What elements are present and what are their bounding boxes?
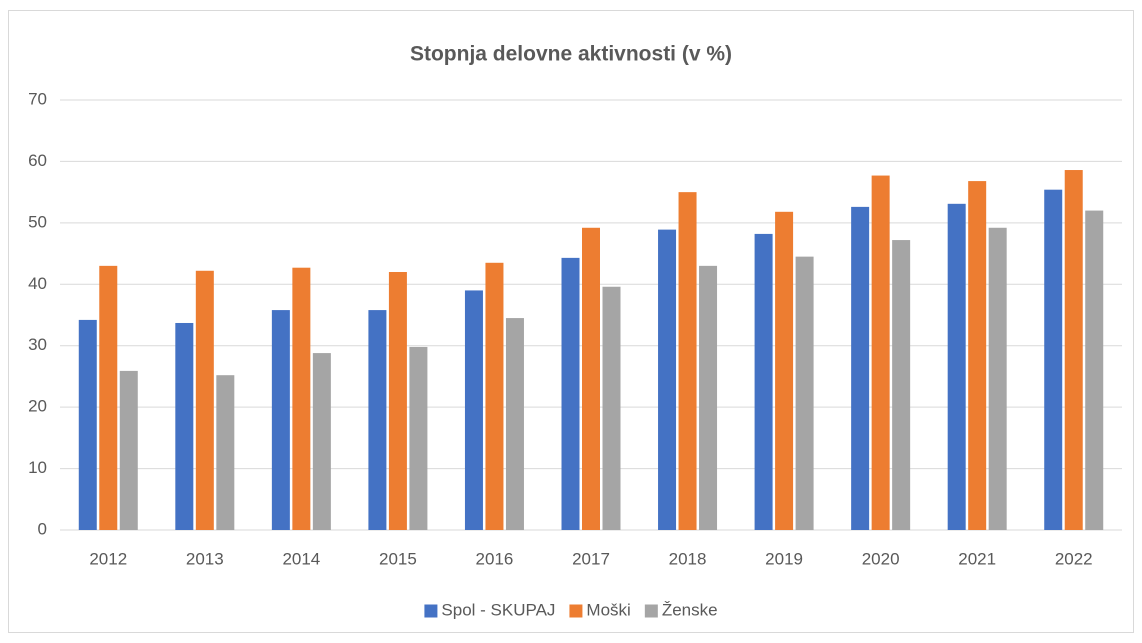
bar: [195, 270, 214, 530]
bar: [78, 319, 97, 530]
y-tick-label: 70: [28, 89, 47, 108]
bar: [119, 370, 138, 530]
x-tick-label: 2021: [958, 549, 996, 568]
bar: [851, 206, 870, 530]
legend-label: Spol - SKUPAJ: [441, 600, 555, 619]
bar: [368, 310, 387, 530]
x-tick-label: 2012: [89, 549, 127, 568]
bar: [292, 267, 311, 530]
bar: [1064, 170, 1083, 530]
bar: [795, 256, 814, 530]
bar: [409, 346, 428, 530]
x-tick-label: 2019: [765, 549, 803, 568]
bar: [582, 227, 600, 530]
x-tick-label: 2022: [1055, 549, 1093, 568]
x-tick-label: 2016: [476, 549, 514, 568]
bar: [678, 192, 697, 530]
bar: [388, 272, 407, 530]
bar: [99, 265, 118, 530]
bar: [775, 211, 794, 531]
y-tick-label: 20: [28, 397, 47, 416]
legend-swatch: [569, 604, 583, 618]
bar: [485, 262, 504, 530]
bar: [699, 265, 718, 530]
y-tick-label: 60: [28, 151, 47, 170]
y-tick-label: 10: [28, 458, 47, 477]
legend-label: Moški: [586, 600, 630, 619]
x-tick-label: 2017: [572, 549, 610, 568]
legend-label: Ženske: [662, 600, 718, 619]
bar: [602, 286, 621, 530]
bar: [175, 322, 194, 530]
x-tick-label: 2015: [379, 549, 417, 568]
bar: [658, 229, 677, 530]
legend-swatch: [424, 604, 438, 618]
bar: [312, 353, 331, 530]
bar: [871, 175, 890, 531]
y-tick-label: 30: [28, 335, 47, 354]
bar: [968, 181, 987, 531]
bar: [754, 233, 773, 530]
bar: [561, 257, 580, 530]
bar: [464, 290, 483, 530]
bar: [271, 310, 290, 530]
bar: [892, 240, 911, 531]
x-tick-label: 2013: [186, 549, 224, 568]
chart-title: Stopnja delovne aktivnosti (v %): [410, 43, 732, 66]
x-tick-label: 2014: [282, 549, 320, 568]
bar: [216, 375, 235, 530]
y-tick-label: 40: [28, 274, 47, 293]
y-tick-label: 0: [38, 519, 47, 538]
x-tick-label: 2018: [669, 549, 707, 568]
bar: [988, 227, 1007, 530]
legend-swatch: [644, 604, 658, 618]
bar: [505, 318, 524, 530]
bar: [947, 203, 966, 531]
y-tick-label: 50: [28, 212, 47, 231]
x-tick-label: 2020: [862, 549, 900, 568]
bar: [1085, 210, 1104, 531]
bar: [1044, 189, 1063, 530]
